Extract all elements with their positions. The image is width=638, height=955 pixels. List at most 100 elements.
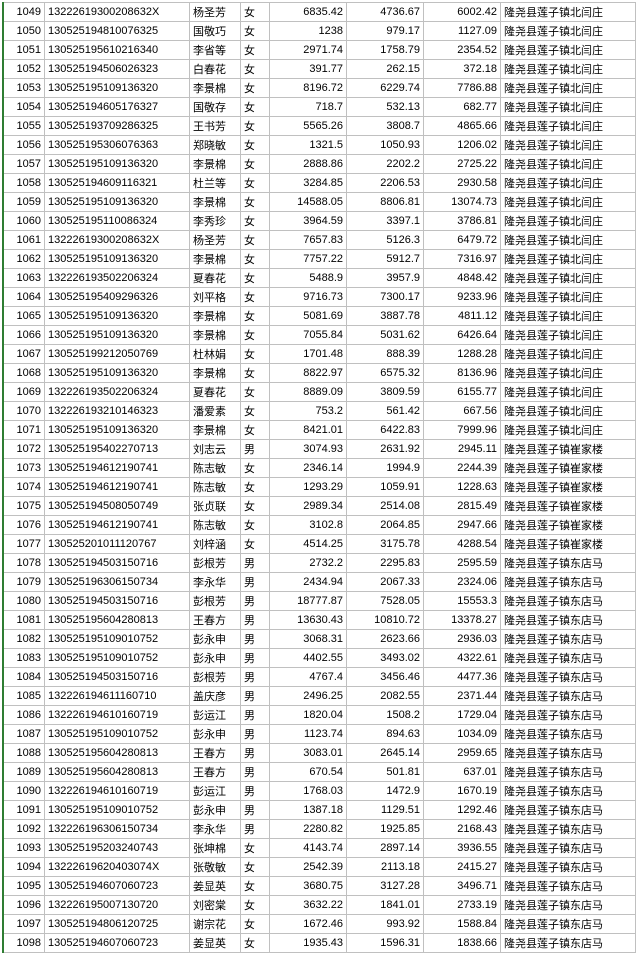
value-3: 6479.72	[424, 231, 501, 250]
value-2: 3808.7	[347, 117, 424, 136]
sex: 男	[241, 592, 270, 611]
value-1: 2346.14	[270, 459, 347, 478]
row-index: 1081	[3, 611, 45, 630]
value-2: 5031.62	[347, 326, 424, 345]
value-1: 5488.9	[270, 269, 347, 288]
sex: 女	[241, 79, 270, 98]
person-name: 姜显英	[190, 934, 241, 953]
address: 隆尧县莲子镇东店马	[501, 554, 636, 573]
row-index: 1080	[3, 592, 45, 611]
sex: 女	[241, 269, 270, 288]
person-name: 李景棉	[190, 79, 241, 98]
row-index: 1060	[3, 212, 45, 231]
value-2: 2082.55	[347, 687, 424, 706]
table-row: 1056130525195306076363郑晓敏女1321.51050.931…	[3, 136, 636, 155]
value-1: 3074.93	[270, 440, 347, 459]
value-2: 561.42	[347, 402, 424, 421]
value-2: 8806.81	[347, 193, 424, 212]
value-3: 2595.59	[424, 554, 501, 573]
value-1: 1672.46	[270, 915, 347, 934]
value-2: 1508.2	[347, 706, 424, 725]
address: 隆尧县莲子镇崔家楼	[501, 535, 636, 554]
value-2: 2514.08	[347, 497, 424, 516]
row-index: 1071	[3, 421, 45, 440]
value-2: 2295.83	[347, 554, 424, 573]
address: 隆尧县莲子镇东店马	[501, 820, 636, 839]
value-1: 6835.42	[270, 3, 347, 22]
id-number: 130525195402270713	[45, 440, 190, 459]
value-3: 1588.84	[424, 915, 501, 934]
address: 隆尧县莲子镇北闫庄	[501, 155, 636, 174]
address: 隆尧县莲子镇北闫庄	[501, 136, 636, 155]
id-number: 130525194506026323	[45, 60, 190, 79]
id-number: 130525194806120725	[45, 915, 190, 934]
row-index: 1079	[3, 573, 45, 592]
sex: 男	[241, 573, 270, 592]
address: 隆尧县莲子镇东店马	[501, 915, 636, 934]
id-number: 130525196306150734	[45, 573, 190, 592]
value-2: 4736.67	[347, 3, 424, 22]
id-number: 130525195409296326	[45, 288, 190, 307]
value-2: 262.15	[347, 60, 424, 79]
address: 隆尧县莲子镇北闫庄	[501, 22, 636, 41]
value-1: 1123.74	[270, 725, 347, 744]
value-3: 1034.09	[424, 725, 501, 744]
row-index: 1065	[3, 307, 45, 326]
value-2: 7528.05	[347, 592, 424, 611]
address: 隆尧县莲子镇东店马	[501, 725, 636, 744]
person-name: 陈志敏	[190, 516, 241, 535]
data-table: 104913222619300208632X杨圣芳女6835.424736.67…	[2, 2, 636, 953]
person-name: 刘梓涵	[190, 535, 241, 554]
table-row: 1051130525195610216340李省等女2971.741758.79…	[3, 41, 636, 60]
person-name: 李永华	[190, 820, 241, 839]
sex: 男	[241, 440, 270, 459]
value-1: 8889.09	[270, 383, 347, 402]
value-2: 3887.78	[347, 307, 424, 326]
table-row: 1093130525195203240743张坤棉女4143.742897.14…	[3, 839, 636, 858]
row-index: 1090	[3, 782, 45, 801]
value-1: 3068.31	[270, 630, 347, 649]
id-number: 130525194503150716	[45, 592, 190, 611]
address: 隆尧县莲子镇北闫庄	[501, 60, 636, 79]
row-index: 1094	[3, 858, 45, 877]
value-1: 670.54	[270, 763, 347, 782]
value-2: 3957.9	[347, 269, 424, 288]
table-row: 1053130525195109136320李景棉女8196.726229.74…	[3, 79, 636, 98]
sex: 女	[241, 345, 270, 364]
value-2: 1050.93	[347, 136, 424, 155]
value-3: 7786.88	[424, 79, 501, 98]
person-name: 彭永申	[190, 649, 241, 668]
row-index: 1049	[3, 3, 45, 22]
sex: 女	[241, 98, 270, 117]
value-1: 753.2	[270, 402, 347, 421]
row-index: 1056	[3, 136, 45, 155]
table-row: 1098130525194607060723姜显英女1935.431596.31…	[3, 934, 636, 953]
address: 隆尧县莲子镇崔家楼	[501, 497, 636, 516]
sex: 女	[241, 326, 270, 345]
row-index: 1059	[3, 193, 45, 212]
address: 隆尧县莲子镇北闫庄	[501, 98, 636, 117]
address: 隆尧县莲子镇北闫庄	[501, 269, 636, 288]
table-row: 1084130525194503150716彭根芳男4767.43456.464…	[3, 668, 636, 687]
id-number: 130525195109136320	[45, 326, 190, 345]
value-1: 2434.94	[270, 573, 347, 592]
table-row: 1069132226193502206324夏春花女8889.093809.59…	[3, 383, 636, 402]
row-index: 1096	[3, 896, 45, 915]
address: 隆尧县莲子镇北闫庄	[501, 79, 636, 98]
person-name: 彭永申	[190, 801, 241, 820]
table-row: 1058130525194609116321杜兰等女3284.852206.53…	[3, 174, 636, 193]
value-1: 1293.29	[270, 478, 347, 497]
table-row: 1065130525195109136320李景棉女5081.693887.78…	[3, 307, 636, 326]
value-1: 3964.59	[270, 212, 347, 231]
value-1: 2280.82	[270, 820, 347, 839]
sex: 女	[241, 3, 270, 22]
sex: 女	[241, 915, 270, 934]
table-row: 1072130525195402270713刘志云男3074.932631.92…	[3, 440, 636, 459]
person-name: 李景棉	[190, 307, 241, 326]
address: 隆尧县莲子镇东店马	[501, 630, 636, 649]
value-3: 4865.66	[424, 117, 501, 136]
table-row: 104913222619300208632X杨圣芳女6835.424736.67…	[3, 3, 636, 22]
person-name: 彭永申	[190, 630, 241, 649]
value-1: 4402.55	[270, 649, 347, 668]
person-name: 王春方	[190, 611, 241, 630]
